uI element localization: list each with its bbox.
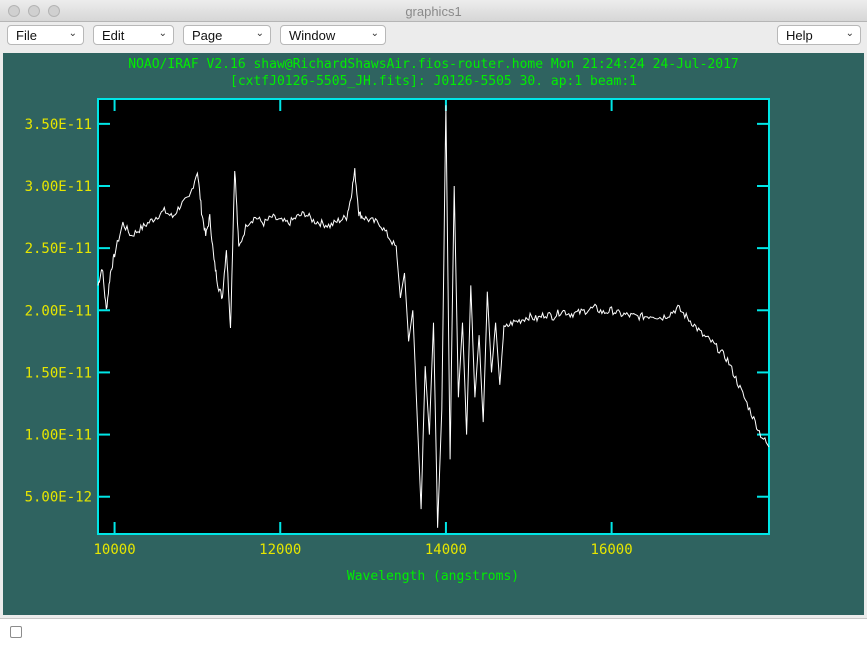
window-menu-label: Window xyxy=(289,28,336,43)
file-menu[interactable]: File ⌄ xyxy=(7,25,84,45)
spectrum-plot: 5.00E-12 1.00E-11 1.50E-11 2.00E-11 2.50E-11… xyxy=(25,98,770,584)
plot-header-line1: NOAO/IRAF V2.16 shaw@RichardShawsAir.fio… xyxy=(128,57,739,72)
y-tick-label: 2.00E-11 xyxy=(25,303,92,319)
y-tick-label: 1.50E-11 xyxy=(25,365,92,381)
chevron-down-icon: ⌄ xyxy=(255,28,264,39)
window-title: graphics1 xyxy=(405,4,462,19)
chevron-down-icon: ⌄ xyxy=(158,28,167,39)
status-bar xyxy=(0,618,867,645)
y-tick-label: 5.00E-12 xyxy=(25,490,92,506)
y-tick-label: 3.00E-11 xyxy=(25,179,92,195)
x-axis-label: Wavelength (angstroms) xyxy=(347,569,519,584)
file-menu-label: File xyxy=(16,28,37,43)
edit-menu[interactable]: Edit ⌄ xyxy=(93,25,174,45)
y-tick-label: 1.00E-11 xyxy=(25,428,92,444)
spectrum-trace xyxy=(97,105,770,528)
x-tick-label: 14000 xyxy=(425,542,467,558)
x-tick-label: 16000 xyxy=(591,542,633,558)
window-menu[interactable]: Window ⌄ xyxy=(280,25,386,45)
y-tick-label: 2.50E-11 xyxy=(25,241,92,257)
close-window-button[interactable] xyxy=(8,5,20,17)
chevron-down-icon: ⌄ xyxy=(68,28,77,39)
status-checkbox[interactable] xyxy=(10,626,22,638)
page-menu[interactable]: Page ⌄ xyxy=(183,25,271,45)
menubar: File ⌄ Edit ⌄ Page ⌄ Window ⌄ Help ⌄ xyxy=(0,22,867,52)
graphics-canvas[interactable]: NOAO/IRAF V2.16 shaw@RichardShawsAir.fio… xyxy=(3,53,864,615)
chevron-down-icon: ⌄ xyxy=(370,28,379,39)
zoom-window-button[interactable] xyxy=(48,5,60,17)
help-menu-label: Help xyxy=(786,28,813,43)
page-menu-label: Page xyxy=(192,28,223,43)
x-tick-label: 10000 xyxy=(93,542,135,558)
y-tick-label: 3.50E-11 xyxy=(25,117,92,133)
x-tick-label: 12000 xyxy=(259,542,301,558)
plot-header-line2: [cxtfJ0126-5505_JH.fits]: J0126-5505 30.… xyxy=(230,74,637,89)
help-menu[interactable]: Help ⌄ xyxy=(777,25,861,45)
plot-frame xyxy=(97,98,770,535)
chevron-down-icon: ⌄ xyxy=(845,28,854,39)
edit-menu-label: Edit xyxy=(102,28,125,43)
window-titlebar: graphics1 xyxy=(0,0,867,22)
minimize-window-button[interactable] xyxy=(28,5,40,17)
